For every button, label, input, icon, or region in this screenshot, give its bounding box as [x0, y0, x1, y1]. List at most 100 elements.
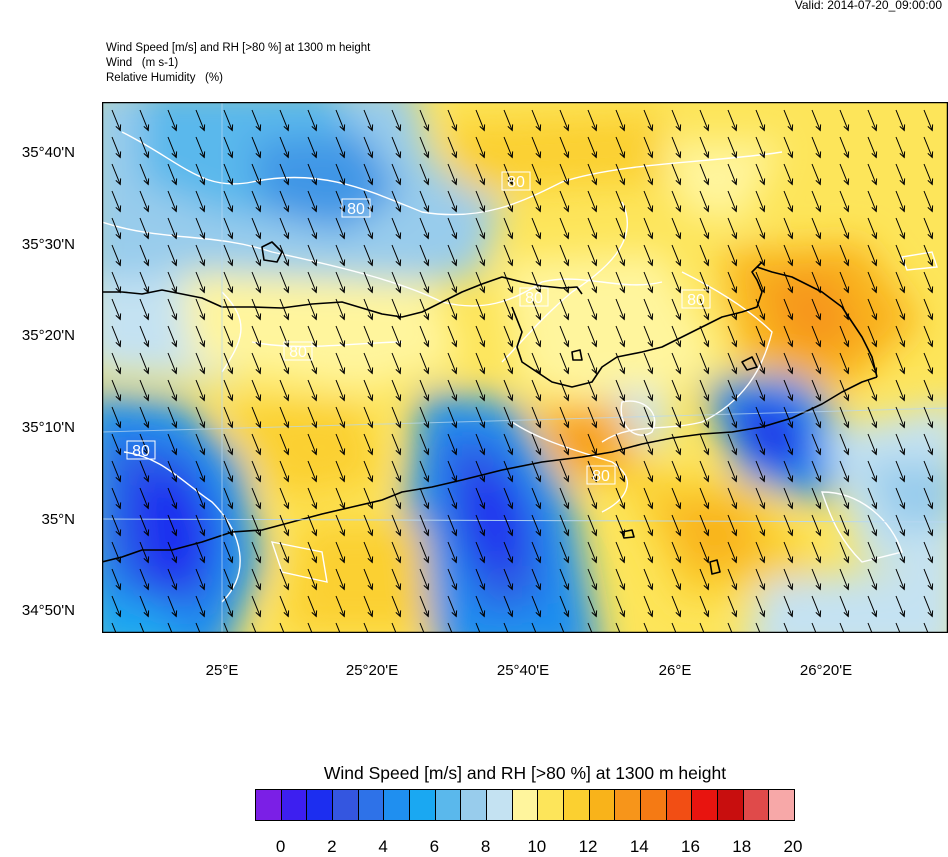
wind-arrow: [195, 271, 206, 294]
wind-arrow: [447, 190, 458, 213]
wind-arrow: [447, 568, 458, 591]
wind-arrow: [279, 136, 290, 159]
wind-arrow: [419, 379, 430, 402]
wind-arrow: [475, 298, 486, 321]
wind-arrow: [391, 487, 402, 510]
wind-arrow: [139, 352, 150, 375]
wind-arrow: [531, 298, 542, 321]
colorbar: [255, 789, 795, 821]
wind-arrow: [699, 433, 710, 456]
wind-arrow: [419, 298, 430, 321]
wind-arrow: [223, 217, 234, 240]
wind-arrow: [867, 271, 878, 294]
wind-arrow: [839, 595, 850, 618]
wind-arrow: [475, 433, 486, 456]
wind-arrow: [727, 622, 733, 633]
wind-arrow: [615, 460, 626, 483]
colorbar-swatch: [487, 790, 513, 820]
wind-arrow: [559, 622, 565, 633]
wind-arrow: [895, 190, 906, 213]
wind-arrow: [139, 109, 150, 132]
wind-arrow: [587, 379, 598, 402]
wind-arrow: [111, 244, 122, 267]
wind-arrow: [783, 352, 794, 375]
wind-arrow: [251, 487, 262, 510]
wind-arrow: [923, 460, 934, 483]
wind-arrow: [531, 487, 542, 510]
wind-arrow: [363, 109, 374, 132]
wind-arrow: [895, 217, 906, 240]
wind-arrow: [391, 244, 402, 267]
wind-arrow: [839, 460, 850, 483]
wind-arrow: [671, 568, 682, 591]
wind-arrow: [559, 163, 570, 186]
wind-arrow: [195, 406, 206, 429]
wind-arrow: [895, 514, 906, 537]
wind-arrow: [839, 244, 850, 267]
wind-arrow: [475, 271, 486, 294]
wind-arrow: [755, 190, 766, 213]
wind-arrow: [447, 433, 458, 456]
wind-arrow: [447, 325, 458, 348]
wind-arrow: [783, 433, 794, 456]
wind-arrow: [335, 595, 346, 618]
wind-arrow: [195, 379, 206, 402]
wind-arrow: [811, 487, 822, 510]
wind-arrow: [111, 379, 122, 402]
wind-arrow: [111, 109, 122, 132]
wind-arrow: [867, 487, 878, 510]
colorbar-swatch: [589, 790, 616, 820]
wind-arrow: [671, 163, 682, 186]
coastline: [102, 241, 878, 575]
wind-arrow: [307, 190, 318, 213]
wind-arrow: [839, 298, 850, 321]
wind-arrow: [923, 379, 934, 402]
wind-arrow: [531, 541, 542, 564]
wind-arrow: [755, 136, 766, 159]
wind-arrow: [643, 244, 654, 267]
wind-arrow: [531, 379, 542, 402]
wind-arrow: [727, 109, 738, 132]
wind-arrow: [531, 109, 542, 132]
wind-arrow: [475, 163, 486, 186]
wind-arrow: [615, 325, 626, 348]
header-line-1: Wind Speed [m/s] and RH [>80 %] at 1300 …: [106, 42, 371, 54]
wind-arrow: [419, 325, 430, 348]
wind-arrow: [223, 541, 234, 564]
wind-arrow: [699, 514, 710, 537]
wind-arrow: [223, 271, 234, 294]
wind-arrow: [447, 217, 458, 240]
x-tick-label: 26°20'E: [799, 662, 853, 679]
wind-arrow: [167, 406, 178, 429]
wind-arrow: [363, 460, 374, 483]
wind-arrow: [783, 163, 794, 186]
wind-arrow: [671, 595, 682, 618]
wind-arrow: [755, 217, 766, 240]
wind-arrow: [447, 460, 458, 483]
wind-arrow: [503, 190, 514, 213]
wind-arrow: [475, 190, 486, 213]
wind-arrow: [531, 595, 542, 618]
wind-arrow: [223, 244, 234, 267]
wind-vectors: [111, 109, 934, 633]
wind-arrow: [139, 271, 150, 294]
wind-arrow: [895, 487, 906, 510]
colorbar-swatch: [281, 790, 308, 820]
wind-arrow: [643, 217, 654, 240]
wind-arrow: [615, 514, 626, 537]
wind-arrow: [923, 622, 929, 633]
wind-arrow: [111, 136, 122, 159]
wind-arrow: [615, 298, 626, 321]
wind-arrow: [363, 406, 374, 429]
wind-arrow: [615, 217, 626, 240]
wind-arrow: [391, 325, 402, 348]
x-tick-label: 25°20'E: [345, 662, 399, 679]
wind-arrow: [587, 217, 598, 240]
wind-arrow: [839, 325, 850, 348]
colorbar-swatch: [743, 790, 770, 820]
wind-arrow: [783, 487, 794, 510]
wind-arrow: [363, 487, 374, 510]
colorbar-label: 14: [629, 837, 649, 856]
wind-arrow: [503, 487, 514, 510]
wind-arrow: [559, 325, 570, 348]
